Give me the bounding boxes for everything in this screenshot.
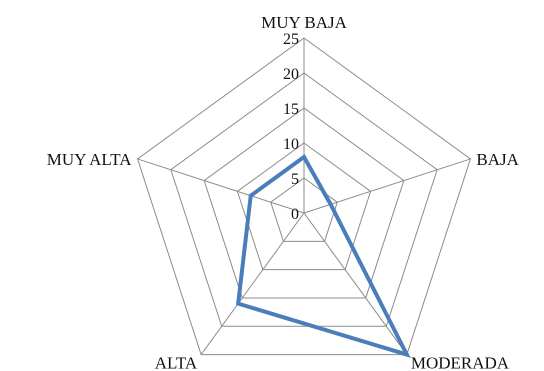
grid-ring-20 bbox=[170, 72, 438, 327]
grid-ring-5 bbox=[270, 177, 338, 242]
tick-label-15: 15 bbox=[283, 101, 299, 118]
category-label-moderada: MODERADA bbox=[411, 354, 510, 371]
spoke-muy-alta bbox=[137, 158, 305, 214]
series-layer bbox=[235, 154, 411, 358]
tick-label-20: 20 bbox=[283, 66, 299, 83]
series-line-0 bbox=[235, 154, 411, 358]
tick-label-0: 0 bbox=[291, 206, 299, 223]
category-label-muy-baja: MUY BAJA bbox=[261, 13, 348, 32]
category-label-baja: BAJA bbox=[476, 150, 519, 169]
category-label-layer: MUY BAJA BAJA MODERADA ALTA MUY ALTA bbox=[47, 13, 520, 371]
category-label-muy-alta: MUY ALTA bbox=[47, 150, 132, 169]
spoke-moderada bbox=[303, 212, 408, 355]
tick-label-25: 25 bbox=[283, 31, 299, 48]
grid-ring-25 bbox=[136, 37, 472, 356]
category-label-alta: ALTA bbox=[155, 354, 198, 371]
grid-layer bbox=[136, 37, 472, 356]
grid-ring-15 bbox=[203, 107, 405, 299]
tick-label-5: 5 bbox=[291, 171, 299, 188]
tick-label-10: 10 bbox=[283, 136, 299, 153]
spoke-alta bbox=[200, 212, 305, 355]
grid-ring-10 bbox=[236, 142, 372, 271]
tick-label-layer: 0 5 10 15 20 25 bbox=[283, 31, 299, 223]
